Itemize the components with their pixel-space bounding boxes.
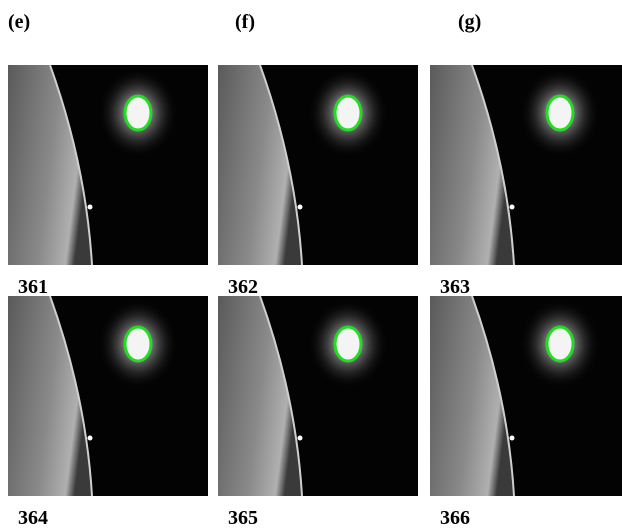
frame-label: 364 [18,507,48,524]
target [125,327,151,361]
city-light [298,436,303,441]
frame-label: 361 [18,276,48,298]
column-label: (g) [458,11,481,33]
target [547,327,573,361]
frame-label: 365 [228,507,258,524]
frame-image [218,296,418,496]
target [125,96,151,130]
city-light [510,436,515,441]
frame-image [218,65,418,265]
city-light [510,205,515,210]
frame-label: 363 [440,276,470,298]
frame-label: 366 [440,507,470,524]
frame-image [430,65,622,265]
column-label: (f) [235,11,255,33]
page: {"column_labels": ["(e)", "(f)", "(g)"],… [0,0,622,524]
figure: (e) (f) (g) 361 362 363 364 365 366 [0,0,622,524]
city-light [88,205,93,210]
column-label: (e) [8,11,30,33]
frame-image [8,65,208,265]
frame-label: 362 [228,276,258,298]
target [547,96,573,130]
frame-image [8,296,208,496]
target [335,96,361,130]
frame-image [430,296,622,496]
target [335,327,361,361]
city-light [298,205,303,210]
city-light [88,436,93,441]
